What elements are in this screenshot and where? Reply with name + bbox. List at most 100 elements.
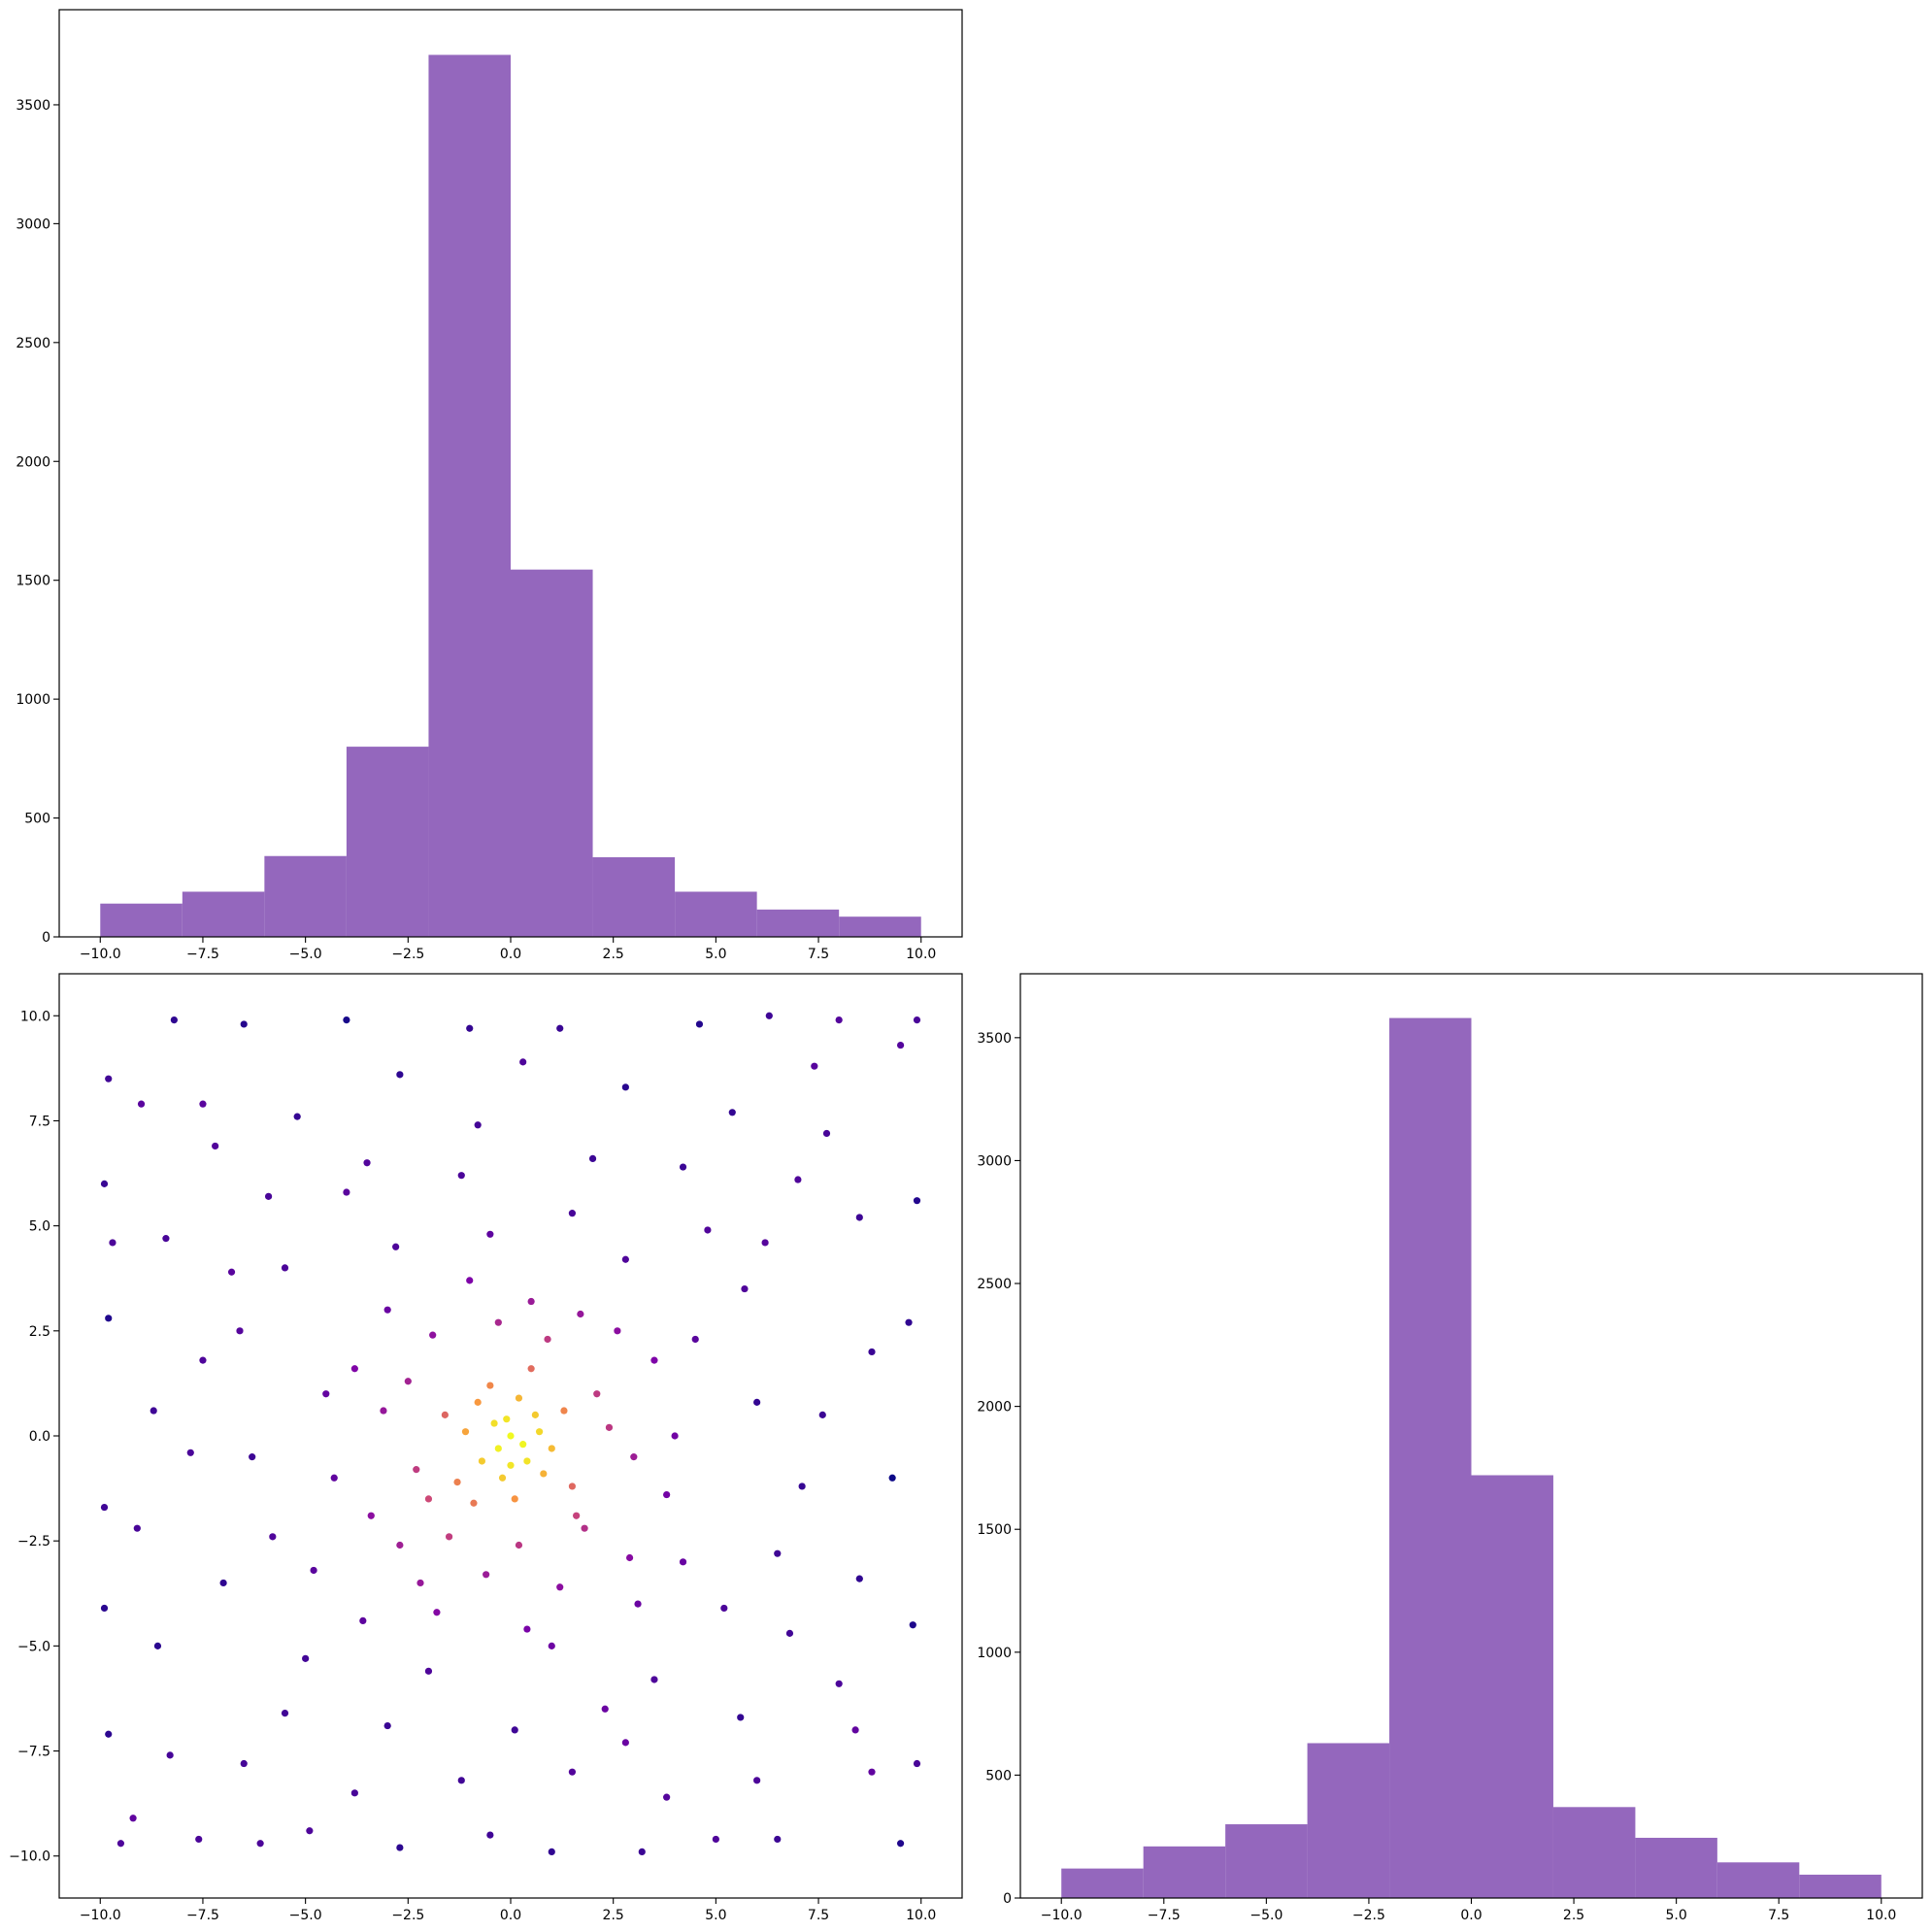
scatter-point (359, 1616, 367, 1624)
scatter-point (568, 1768, 577, 1776)
scatter-point (474, 1398, 482, 1406)
y-tick-label: 7.5 (29, 1114, 50, 1129)
scatter-point (712, 1835, 719, 1844)
scatter-point (798, 1482, 806, 1490)
scatter-point (433, 1609, 441, 1616)
scatter-point (753, 1777, 761, 1784)
scatter-point (470, 1499, 478, 1507)
y-tick-label: 1500 (16, 574, 50, 589)
scatter-point (527, 1365, 535, 1373)
scatter-point (527, 1297, 535, 1306)
scatter-point (511, 1726, 518, 1734)
bar (100, 903, 183, 937)
scatter-point (350, 1789, 358, 1797)
bar (1061, 1868, 1144, 1898)
scatter-point (461, 1428, 470, 1436)
scatter-point (515, 1394, 523, 1402)
y-tick-label: 2500 (16, 336, 50, 351)
scatter-point (105, 1075, 113, 1083)
x-tick-label: 10.0 (906, 947, 936, 962)
scatter-point (720, 1604, 728, 1613)
bar (511, 569, 593, 937)
scatter-point (137, 1100, 146, 1108)
scatter-point (153, 1642, 162, 1649)
y-tick-label: 0 (42, 930, 50, 946)
scatter-point (913, 1759, 921, 1768)
y-tick-label: 5.0 (29, 1219, 50, 1235)
scatter-point (515, 1541, 523, 1549)
bar (1143, 1846, 1226, 1898)
scatter-point (170, 1016, 178, 1024)
scatter-point (150, 1407, 157, 1415)
scatter-point (519, 1441, 527, 1449)
scatter-point (424, 1495, 433, 1503)
scatter-point (896, 1840, 905, 1848)
scatter-point (129, 1815, 137, 1822)
scatter-point (855, 1575, 863, 1582)
scatter-point (540, 1470, 548, 1478)
scatter-point (457, 1777, 465, 1784)
scatter-point (264, 1192, 273, 1200)
scatter-point (568, 1482, 577, 1490)
bar (839, 916, 921, 937)
bar (1799, 1874, 1882, 1898)
scatter-point (695, 1020, 704, 1028)
scatter-point (704, 1226, 712, 1234)
scatter-point (227, 1268, 236, 1276)
x-tick-label: 0.0 (500, 1908, 521, 1923)
scatter-point (109, 1239, 117, 1247)
scatter-point (588, 1154, 597, 1162)
scatter-point (256, 1840, 264, 1848)
scatter-point (281, 1710, 289, 1717)
y-tick-label: 2000 (977, 1400, 1012, 1416)
scatter-point (507, 1432, 515, 1440)
y-tick-label: 0 (1003, 1891, 1012, 1907)
scatter-point (199, 1356, 207, 1364)
x-tick-label: −2.5 (391, 1908, 424, 1923)
y-tick-label: 2.5 (29, 1324, 50, 1340)
scatter-point (728, 1109, 736, 1116)
scatter-point (367, 1512, 375, 1519)
scatter-point (302, 1654, 310, 1662)
scatter-point (396, 1541, 404, 1549)
x-tick-label: −2.5 (391, 947, 424, 962)
scatter-point (195, 1835, 203, 1844)
scatter-point (868, 1768, 876, 1776)
scatter-point (785, 1629, 794, 1637)
scatter-point (523, 1457, 531, 1465)
scatter-point (199, 1100, 207, 1108)
bar (264, 855, 347, 937)
x-tick-label: 0.0 (1460, 1908, 1482, 1923)
scatter-point (293, 1113, 301, 1120)
scatter-point (219, 1579, 227, 1587)
scatter-point (581, 1524, 588, 1532)
scatter-point (269, 1533, 277, 1541)
scatter-point (868, 1348, 876, 1356)
scatter-point (486, 1230, 494, 1238)
scatter-point (240, 1759, 248, 1768)
scatter-point (671, 1432, 679, 1440)
scatter-point (330, 1474, 338, 1482)
scatter-point (466, 1024, 474, 1032)
y-tick-label: 500 (24, 812, 50, 827)
scatter-point (310, 1566, 317, 1575)
x-tick-label: 5.0 (705, 1908, 726, 1923)
scatter-point (490, 1419, 498, 1427)
x-tick-label: −10.0 (80, 947, 121, 962)
scatter-point (544, 1335, 551, 1344)
scatter-point (383, 1306, 391, 1314)
scatter-point (519, 1058, 527, 1066)
scatter-point (100, 1180, 109, 1187)
y-tick-label: −10.0 (9, 1849, 50, 1865)
scatter-point (424, 1667, 433, 1675)
y-tick-label: 2000 (16, 454, 50, 470)
scatter-point (441, 1411, 449, 1418)
scatter-point (105, 1315, 113, 1322)
scatter-point (691, 1335, 699, 1344)
scatter-point (621, 1255, 629, 1263)
scatter-point (621, 1739, 629, 1747)
scatter-point (811, 1062, 818, 1070)
scatter-point (753, 1398, 761, 1406)
scatter-point (392, 1243, 400, 1250)
